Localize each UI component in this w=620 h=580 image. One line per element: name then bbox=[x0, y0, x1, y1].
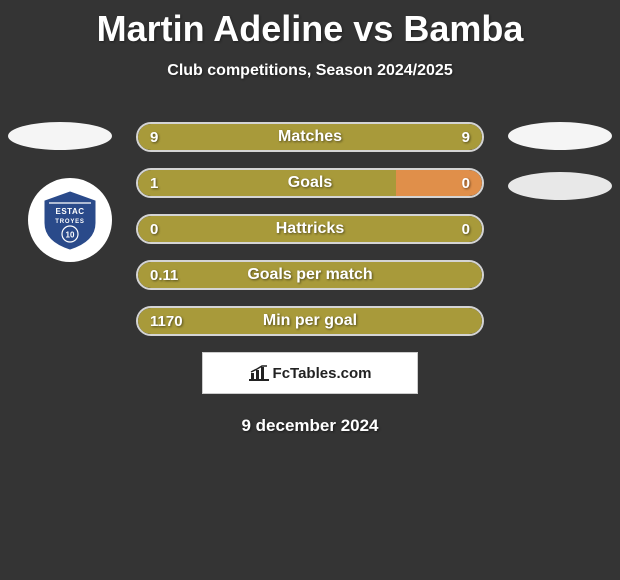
snapshot-date: 9 december 2024 bbox=[0, 416, 620, 436]
stat-bar: 10Goals bbox=[136, 168, 484, 198]
badge-number: 10 bbox=[66, 231, 75, 240]
badge-club-line1: ESTAC bbox=[55, 207, 84, 216]
stat-bar-left-fill bbox=[138, 262, 482, 288]
stat-right-value: 0 bbox=[462, 216, 470, 242]
stat-bar: 1170Min per goal bbox=[136, 306, 484, 336]
badge-year: 1986 bbox=[63, 197, 77, 203]
stat-bar: 0.11Goals per match bbox=[136, 260, 484, 290]
stat-bar-left-fill bbox=[138, 124, 310, 150]
club-left-badge: 1986 ESTAC TROYES 10 bbox=[28, 178, 112, 262]
stat-bar-left-fill bbox=[138, 308, 482, 334]
comparison-chart: 1986 ESTAC TROYES 10 99Matches10Goals00H… bbox=[0, 122, 620, 336]
club-badge-estac: 1986 ESTAC TROYES 10 bbox=[39, 189, 101, 251]
player-left-placeholder-oval bbox=[8, 122, 112, 150]
stat-bars: 99Matches10Goals00Hattricks0.11Goals per… bbox=[136, 122, 484, 336]
stat-bar: 00Hattricks bbox=[136, 214, 484, 244]
stat-bar-left-fill bbox=[138, 170, 396, 196]
stat-bar-right-fill bbox=[310, 124, 482, 150]
page-subtitle: Club competitions, Season 2024/2025 bbox=[0, 62, 620, 80]
player-right-placeholder-oval bbox=[508, 122, 612, 150]
stat-right-value: 0 bbox=[462, 170, 470, 196]
page-title: Martin Adeline vs Bamba bbox=[0, 0, 620, 50]
stat-left-value: 1170 bbox=[150, 308, 183, 334]
stat-bar: 99Matches bbox=[136, 122, 484, 152]
stat-left-value: 9 bbox=[150, 124, 158, 150]
stat-right-value: 9 bbox=[462, 124, 470, 150]
chart-icon bbox=[249, 365, 269, 381]
stat-left-value: 0 bbox=[150, 216, 158, 242]
club-right-placeholder-oval bbox=[508, 172, 612, 200]
stat-bar-left-fill bbox=[138, 216, 482, 242]
stat-left-value: 1 bbox=[150, 170, 158, 196]
stat-left-value: 0.11 bbox=[150, 262, 178, 288]
attribution-box: FcTables.com bbox=[202, 352, 418, 394]
attribution-text: FcTables.com bbox=[273, 365, 372, 382]
badge-club-line2: TROYES bbox=[55, 219, 84, 225]
